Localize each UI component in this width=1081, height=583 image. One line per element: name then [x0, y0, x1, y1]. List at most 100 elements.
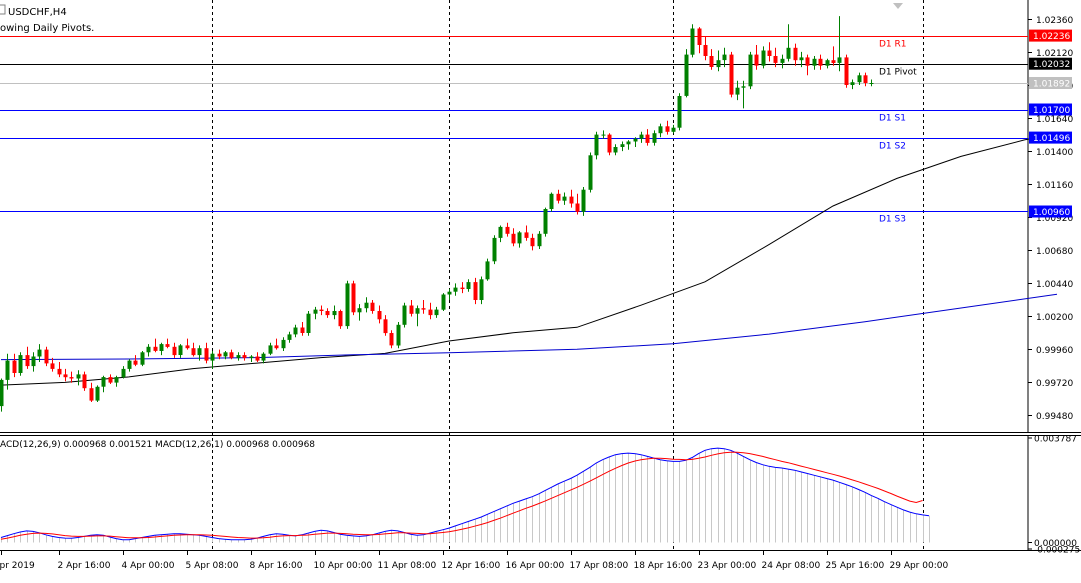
candle-body [793, 47, 798, 61]
candle-113 [722, 47, 727, 68]
candle-102 [652, 130, 657, 146]
candle-body [121, 368, 126, 378]
candle-body [223, 352, 228, 357]
candle-118 [754, 45, 759, 70]
price-tick-label-6: 1.00920 [1036, 214, 1073, 224]
candle-74 [473, 277, 478, 305]
price-tick-label-8: 1.00440 [1036, 280, 1073, 290]
symbol-title: USDCHF,H4 [8, 7, 67, 18]
candle-body [543, 209, 548, 234]
candle-115 [735, 80, 740, 101]
candle-body [178, 345, 183, 355]
candle-body [684, 54, 689, 96]
candle-body [108, 377, 113, 383]
candle-body [421, 308, 426, 310]
candle-body [434, 309, 439, 316]
candle-body [396, 324, 401, 346]
time-tick-label-13: 25 Apr 16:00 [826, 561, 885, 571]
candle-7 [44, 346, 49, 367]
candle-12 [76, 370, 81, 386]
candle-body [575, 203, 580, 212]
candle-81 [517, 231, 522, 248]
candle-body [364, 302, 369, 309]
candle-body [402, 305, 407, 325]
price-tag-bg [1029, 205, 1072, 218]
candle-46 [293, 324, 298, 338]
candle-18 [114, 375, 119, 387]
macd-tick-label-2: -0.000275 [1034, 546, 1080, 556]
candle-body [498, 226, 503, 238]
candle-body [492, 237, 497, 262]
candle-body [460, 287, 465, 289]
price-tick-label-7: 1.00680 [1036, 247, 1073, 257]
pivot-label-2: D1 S1 [879, 114, 906, 124]
candle-134 [857, 72, 862, 85]
candle-body [620, 144, 625, 147]
candle-105 [671, 124, 676, 134]
candle-64 [409, 300, 414, 317]
period-separators [212, 0, 924, 550]
candle-body [453, 287, 458, 292]
candle-58 [370, 300, 375, 314]
candle-41 [261, 352, 266, 364]
candle-84 [537, 231, 542, 249]
candle-body [473, 282, 478, 300]
candle-body [658, 126, 663, 134]
candle-0 [0, 378, 4, 412]
price-tag-bg [1029, 77, 1072, 89]
price-tick-label-5: 1.01160 [1036, 181, 1073, 191]
candle-32 [204, 342, 209, 364]
candle-body [37, 349, 42, 357]
candle-body [805, 57, 810, 66]
time-tick-label-4: 8 Apr 16:00 [250, 561, 303, 571]
candle-25 [159, 342, 164, 356]
macd-pane: 0.003787 0.000000-0.000275 [0, 435, 1080, 556]
candle-82 [524, 225, 529, 241]
candle-body [242, 355, 247, 358]
candle-body [517, 232, 522, 244]
candle-body [722, 54, 727, 61]
price-tick-label-11: 0.99720 [1036, 379, 1073, 389]
time-tick-label-8: 16 Apr 00:00 [506, 561, 565, 571]
candle-body [626, 141, 631, 145]
candle-body [217, 353, 222, 357]
candle-120 [767, 42, 772, 62]
candle-body [671, 127, 676, 132]
candle-73 [466, 279, 471, 292]
candle-body [677, 96, 682, 128]
candle-79 [505, 222, 510, 237]
candle-136 [869, 79, 874, 87]
candle-body [511, 233, 516, 244]
candle-body [57, 368, 62, 375]
candle-body [82, 374, 87, 389]
candle-121 [773, 47, 778, 68]
candle-2 [12, 353, 17, 378]
candle-69 [441, 293, 446, 311]
time-tick-label-11: 23 Apr 00:00 [698, 561, 757, 571]
candle-body [197, 348, 202, 356]
candle-96 [613, 144, 618, 156]
candle-9 [57, 362, 62, 378]
candle-body [716, 60, 721, 68]
indicator-label: owing Daily Pivots. [0, 23, 94, 34]
candle-8 [50, 357, 55, 372]
candle-45 [287, 331, 292, 343]
macd-line [0, 447, 930, 541]
candle-body [748, 54, 753, 87]
time-tick-label-1: 2 Apr 16:00 [58, 561, 111, 571]
scroll-arrow-icon[interactable] [893, 3, 903, 9]
candle-75 [479, 276, 484, 305]
candle-125 [799, 51, 804, 68]
price-tick-label-0: 1.02360 [1036, 16, 1073, 26]
candle-body [594, 134, 599, 156]
candle-62 [396, 322, 401, 349]
time-tick-label-7: 12 Apr 16:00 [442, 561, 501, 571]
moving-average-fast [0, 133, 1058, 386]
time-tick-label-5: 10 Apr 00:00 [314, 561, 373, 571]
candle-body [44, 349, 49, 364]
candle-body [383, 319, 388, 334]
candle-10 [63, 368, 68, 382]
